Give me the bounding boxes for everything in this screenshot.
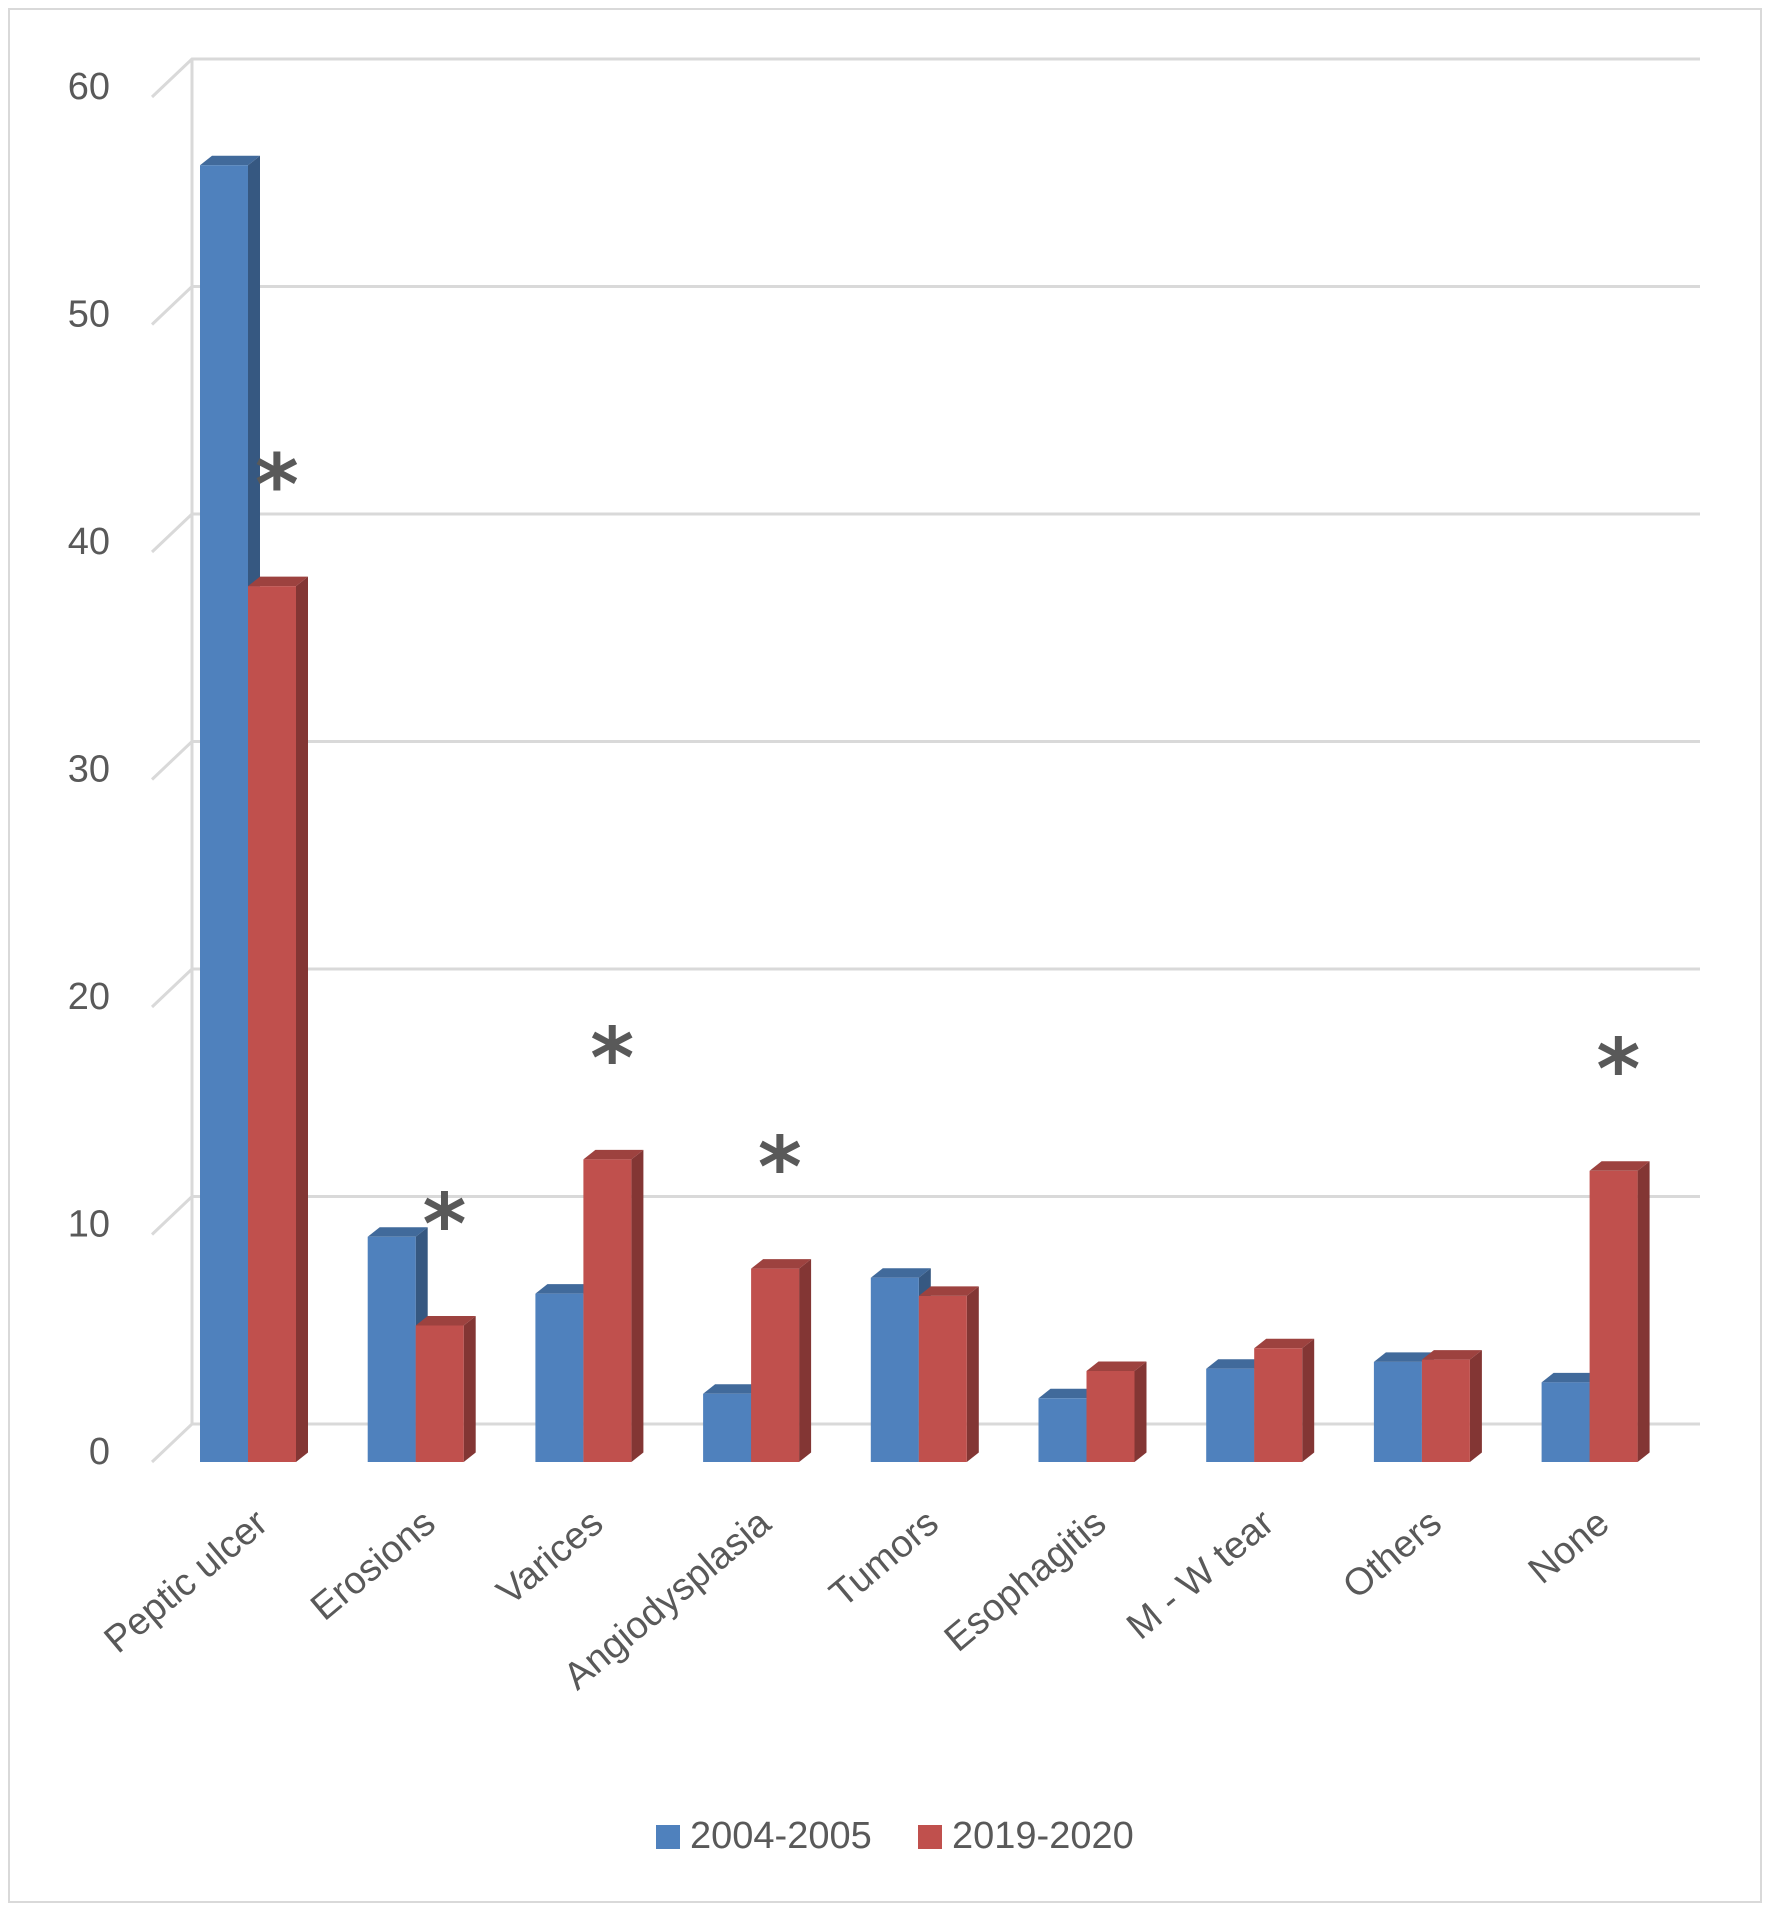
bar-2019-2020 <box>583 1149 644 1462</box>
bar-top <box>1421 1350 1482 1360</box>
y-tick-label: 0 <box>89 1431 110 1473</box>
bar-top <box>415 1316 476 1326</box>
legend-swatch <box>918 1825 942 1849</box>
significance-star: * <box>423 1175 467 1273</box>
bar-top <box>703 1384 764 1394</box>
legend-label: 2004-2005 <box>690 1815 872 1857</box>
bar-side <box>631 1149 644 1462</box>
bar-top <box>583 1149 644 1160</box>
bar-2019-2020 <box>1086 1361 1147 1462</box>
x-category-label: Varices <box>489 1502 611 1614</box>
x-category-label: Others <box>1335 1502 1449 1607</box>
bar-side <box>1469 1350 1482 1462</box>
bar-2019-2020 <box>918 1286 979 1462</box>
bar-front <box>1086 1371 1135 1462</box>
y-tick-label: 10 <box>68 1204 110 1246</box>
bar-top <box>1038 1388 1099 1399</box>
bar-top <box>1589 1161 1650 1171</box>
significance-star: * <box>590 1009 634 1107</box>
bar-top <box>367 1227 428 1237</box>
gridline <box>150 57 1700 99</box>
bar-front <box>1589 1170 1638 1462</box>
bar-side <box>1637 1161 1650 1462</box>
bar-front <box>703 1393 752 1462</box>
bar-top <box>870 1268 931 1278</box>
bar-top <box>1373 1352 1434 1362</box>
bar-front <box>751 1268 800 1462</box>
bar-front <box>1038 1398 1087 1462</box>
bar-top <box>1086 1361 1147 1371</box>
bar-side <box>1134 1361 1147 1462</box>
y-tick-label: 20 <box>68 976 110 1018</box>
bar-side <box>1302 1338 1315 1462</box>
bar-top <box>248 576 308 587</box>
bar-side <box>296 576 308 1462</box>
bar-top <box>918 1286 979 1296</box>
bar-side <box>966 1286 979 1462</box>
significance-markers: * * * * * <box>255 436 1641 1273</box>
bar-2019-2020 <box>1421 1350 1482 1462</box>
legend-item: 2019-2020 <box>918 1815 1134 1857</box>
bar-front <box>1421 1359 1470 1462</box>
bar-2019-2020 <box>248 576 308 1462</box>
bar-2019-2020 <box>1589 1161 1650 1462</box>
gridline <box>150 1195 1700 1236</box>
bar-front <box>870 1277 919 1462</box>
x-category-label: M - W tear <box>1119 1501 1282 1647</box>
gridline <box>150 1422 1700 1464</box>
bar-front <box>918 1295 967 1462</box>
legend-item: 2004-2005 <box>656 1815 872 1857</box>
bar-front <box>583 1159 632 1462</box>
bar-side <box>799 1259 812 1462</box>
bar-front <box>1541 1382 1590 1462</box>
x-category-label: Erosions <box>303 1502 443 1629</box>
bar-top <box>1206 1359 1267 1369</box>
bar-top <box>1541 1372 1602 1383</box>
y-axis-ticks: 0 10 20 30 40 50 60 <box>68 66 110 1473</box>
gridline <box>150 512 1700 554</box>
y-tick-label: 40 <box>68 521 110 563</box>
bar-side <box>463 1316 476 1462</box>
y-tick-label: 60 <box>68 66 110 108</box>
x-category-label: Peptic ulcer <box>97 1502 276 1662</box>
bar-front <box>1373 1361 1422 1462</box>
bar-front <box>535 1293 584 1462</box>
gridlines <box>150 57 1700 1464</box>
significance-star: * <box>758 1119 802 1217</box>
bar-front <box>200 165 248 1462</box>
x-category-label: Tumors <box>822 1502 947 1616</box>
significance-star: * <box>1596 1021 1640 1119</box>
bar-front <box>248 586 296 1462</box>
significance-star: * <box>255 436 299 534</box>
gridline <box>150 967 1700 1009</box>
bar-2019-2020 <box>1254 1338 1315 1462</box>
bar-top <box>200 155 260 166</box>
gridline <box>150 740 1700 781</box>
bar-top <box>535 1284 596 1294</box>
bar-front <box>415 1325 464 1462</box>
bar-2019-2020 <box>751 1259 812 1462</box>
x-category-label: None <box>1521 1502 1618 1593</box>
gridline <box>150 285 1700 326</box>
legend: 2004-2005 2019-2020 <box>656 1815 1134 1857</box>
bar-front <box>1254 1348 1303 1462</box>
y-tick-label: 30 <box>68 749 110 791</box>
bar-front <box>367 1236 416 1462</box>
bar-top <box>751 1259 812 1269</box>
legend-label: 2019-2020 <box>952 1815 1134 1857</box>
x-axis-labels: Peptic ulcer Erosions VaricesAngiodysplasi… <box>97 1501 1618 1698</box>
y-tick-label: 50 <box>68 294 110 336</box>
bar-front <box>1206 1368 1255 1462</box>
bar-top <box>1254 1338 1315 1349</box>
x-category-label: Esophagitis <box>937 1502 1115 1660</box>
bars <box>200 155 1650 1462</box>
legend-swatch <box>656 1825 680 1849</box>
bar-2019-2020 <box>415 1316 476 1462</box>
